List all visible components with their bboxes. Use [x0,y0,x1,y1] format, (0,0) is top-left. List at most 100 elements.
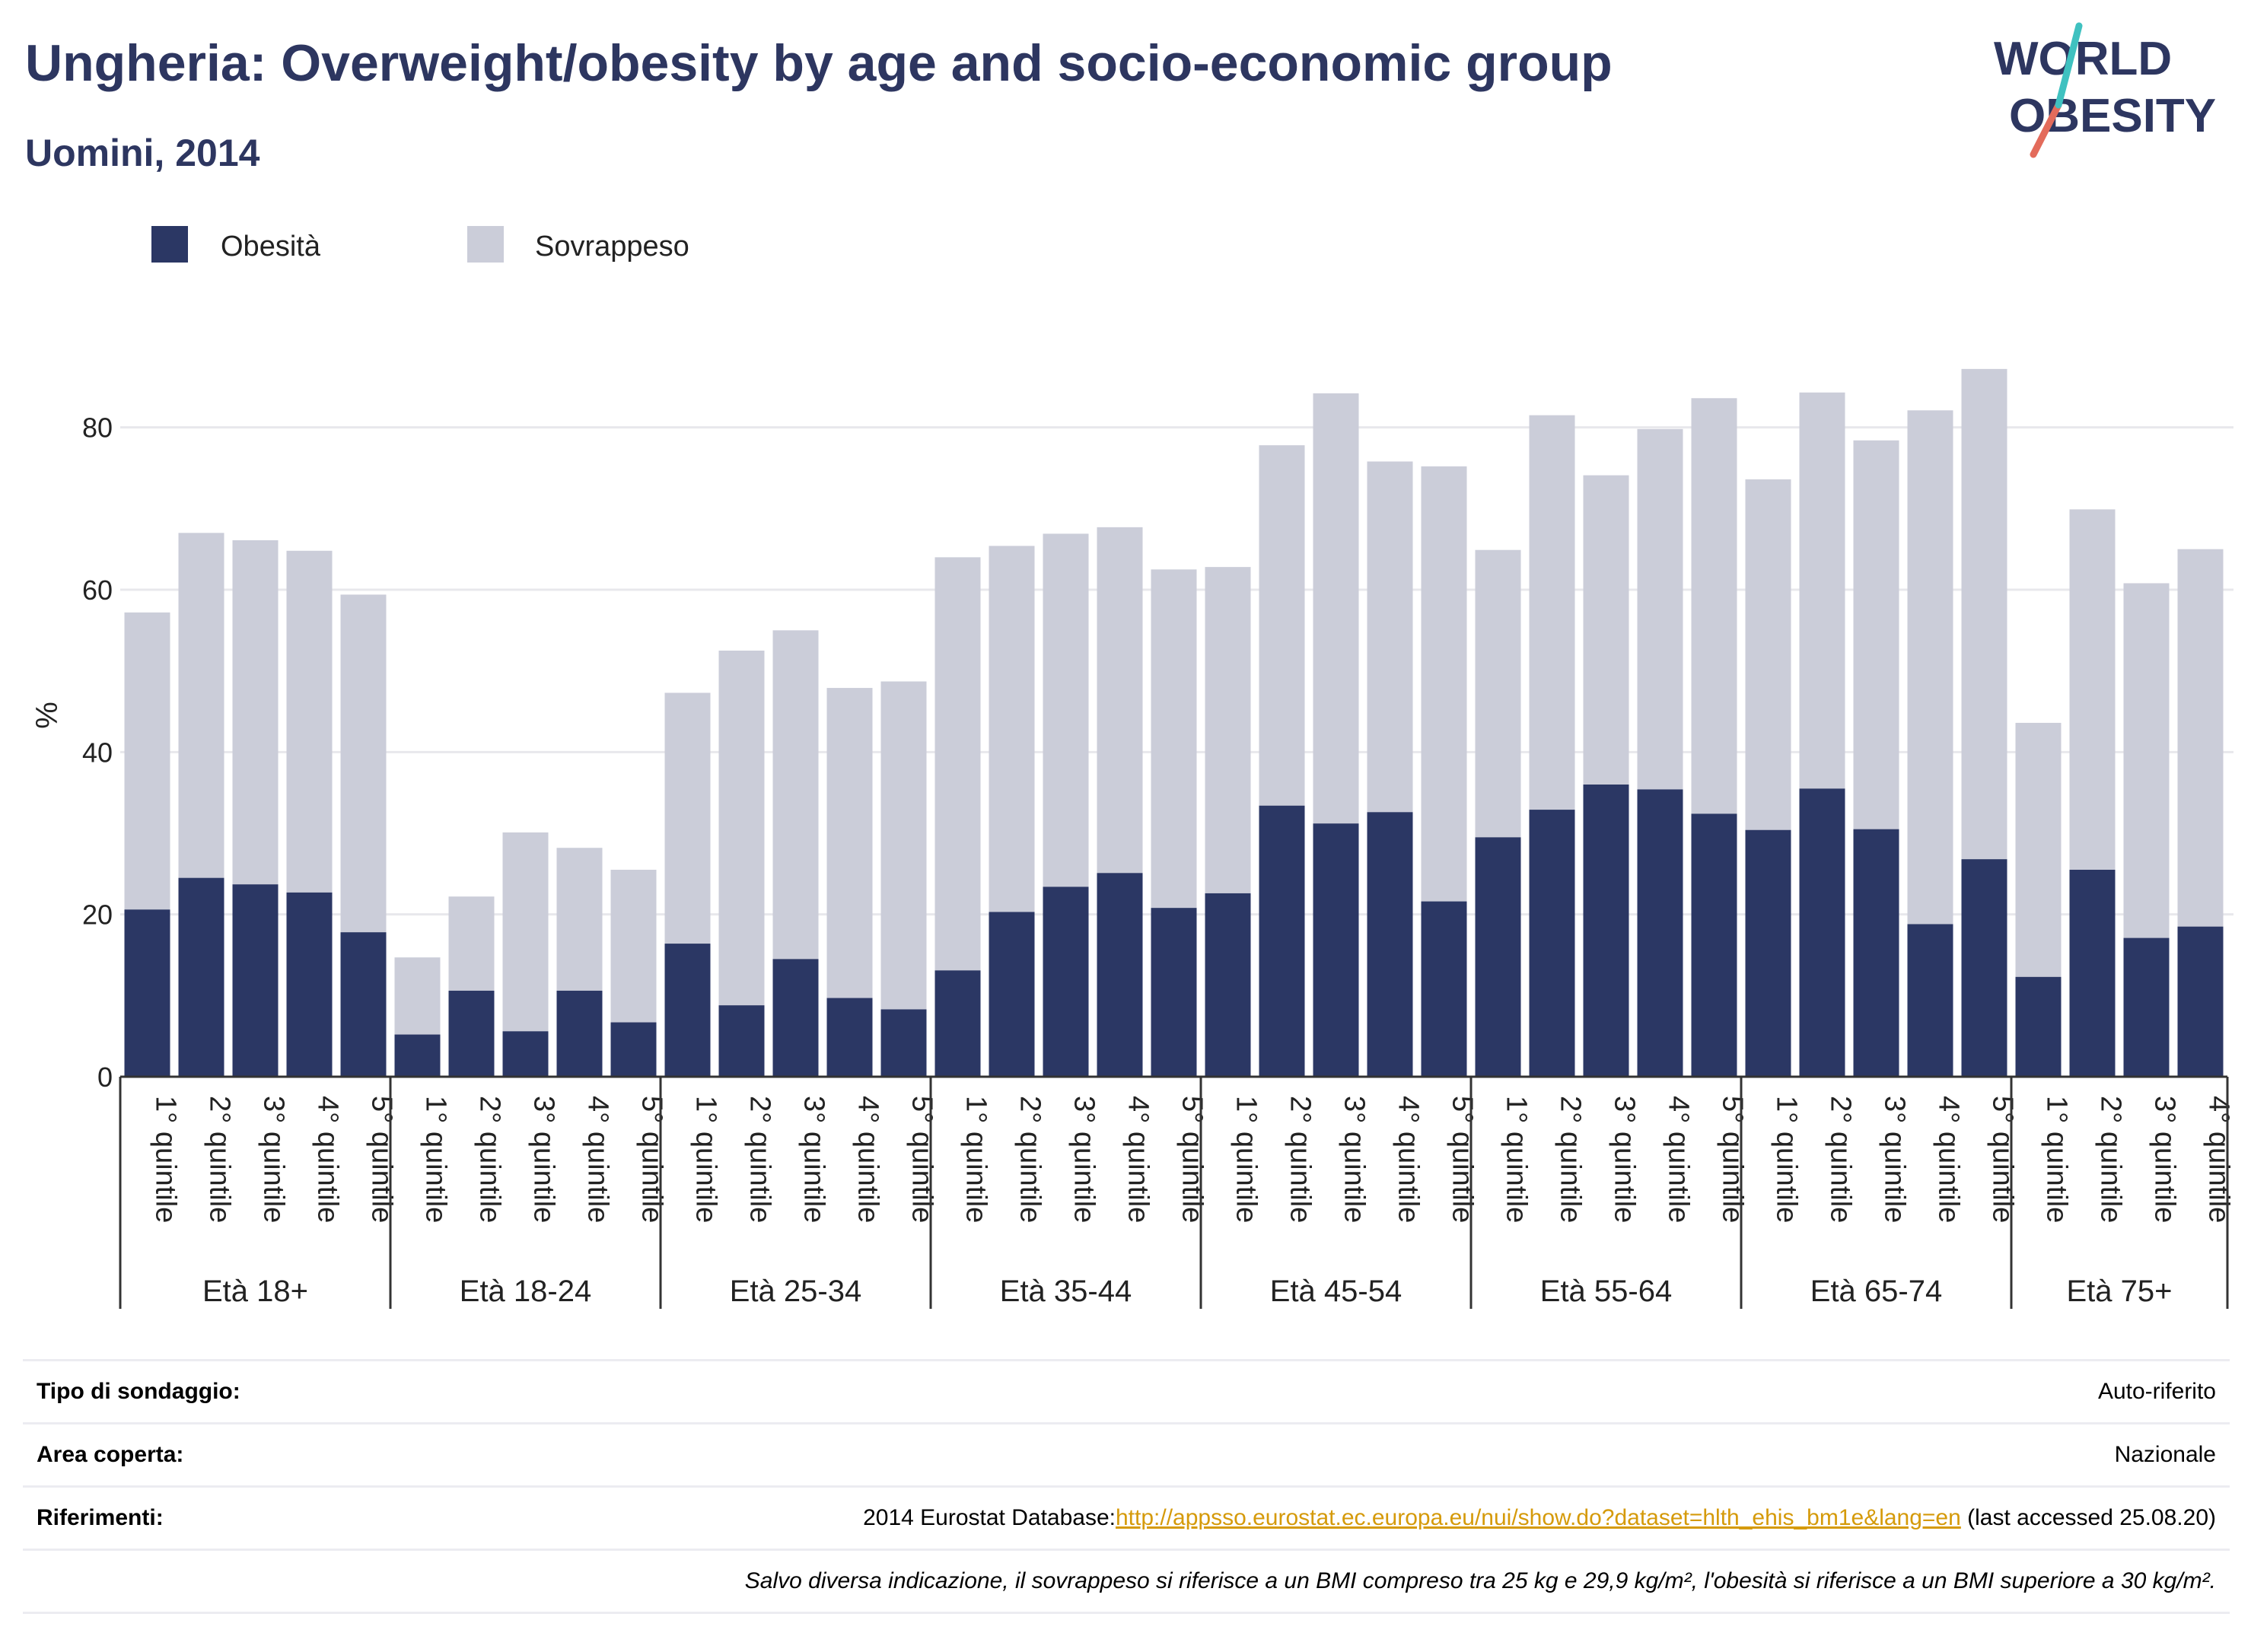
x-group-label: Età 45-54 [1270,1275,1402,1308]
bar-obesity [502,1031,549,1077]
x-tick-label: 3° quintile [258,1096,290,1223]
x-tick-label: 1° quintile [690,1096,722,1223]
bar-obesity [1421,901,1467,1077]
bar-obesity [1475,837,1521,1077]
x-tick-label: 5° quintile [1447,1096,1479,1223]
x-tick-label: 3° quintile [528,1096,560,1223]
x-tick-label: 3° quintile [1879,1096,1911,1223]
x-axis: 1° quintile 2° quintile 3° quintile 4° quin… [119,1075,2235,1309]
bar-overweight [989,546,1035,912]
x-tick-label: 2° quintile [744,1096,776,1223]
bar-overweight [232,540,279,885]
bar-overweight [1799,392,1845,789]
logo-line-1: WORLD [1994,33,2172,85]
x-tick-label: 1° quintile [1501,1096,1533,1223]
bar-overweight [1583,475,1629,785]
bar-overweight [502,832,549,1032]
metadata-table: Tipo di sondaggio: Auto-riferito Area co… [23,1359,2230,1614]
x-tick-label: 2° quintile [2095,1096,2127,1223]
bar-obesity [934,970,981,1077]
y-axis-label: % [30,702,64,729]
bar-overweight [1637,428,1683,790]
bar-overweight [2015,722,2062,977]
bar-obesity [664,944,711,1077]
bar-obesity [880,1009,927,1077]
x-tick-label: 5° quintile [1176,1096,1208,1223]
x-tick-label: 3° quintile [1068,1096,1100,1223]
x-tick-label: 1° quintile [960,1096,992,1223]
bar-overweight [1043,533,1089,887]
x-tick-label: 5° quintile [906,1096,938,1223]
logo-slash-teal [2055,22,2083,109]
bar-overweight [124,612,170,910]
bar-overweight [448,896,495,991]
bar-obesity [1799,788,1845,1077]
x-tick-label: 2° quintile [1555,1096,1587,1223]
legend-label-obesity: Obesità [221,231,321,263]
bar-overweight [880,681,927,1010]
references-value: 2014 Eurostat Database:http://appsso.eur… [863,1505,2230,1531]
bar-obesity [1529,810,1575,1077]
x-tick-label: 3° quintile [2149,1096,2181,1223]
bar-obesity [340,932,387,1077]
references-prefix: 2014 Eurostat Database: [863,1505,1116,1530]
bar-overweight [1367,461,1413,813]
bar-obesity [1853,829,1899,1077]
world-obesity-logo: WORLD OBESITY [1994,22,2216,158]
x-group-label: Età 55-64 [1540,1275,1672,1308]
bar-obesity [1583,785,1629,1077]
x-tick-label: 1° quintile [2041,1096,2073,1223]
x-group-label: Età 65-74 [1810,1275,1942,1308]
references-label: Riferimenti: [37,1505,164,1530]
legend: Obesità Sovrappeso [151,226,689,263]
bar-obesity [2123,937,2170,1077]
bar-overweight [2123,583,2170,938]
x-group-label: Età 18-24 [460,1275,591,1308]
bar-overweight [934,557,981,971]
bar-overweight [178,533,224,878]
bar-overweight [2177,549,2224,927]
bar-overweight [394,957,441,1035]
bar-obesity [772,959,819,1077]
x-tick-label: 3° quintile [1609,1096,1641,1223]
area-label: Area coperta: [37,1442,184,1467]
x-tick-label: 5° quintile [1987,1096,2019,1223]
bar-overweight [1853,440,1899,829]
references-link[interactable]: http://appsso.eurostat.ec.europa.eu/nui/… [1115,1505,1961,1530]
x-tick-label: 2° quintile [1014,1096,1046,1223]
meta-row-area: Area coperta: Nazionale [23,1422,2230,1485]
bars [124,368,2224,1077]
meta-row-survey: Tipo di sondaggio: Auto-riferito [23,1359,2230,1422]
chart-title: Ungheria: Overweight/obesity by age and … [25,34,1613,92]
x-tick-label: 4° quintile [1393,1096,1425,1223]
survey-type-label: Tipo di sondaggio: [37,1379,240,1404]
bar-obesity [1367,812,1413,1077]
bar-obesity [1691,813,1737,1077]
x-tick-label: 4° quintile [312,1096,344,1223]
bar-obesity [448,990,495,1077]
x-tick-label: 2° quintile [204,1096,236,1223]
bar-overweight [664,692,711,944]
bar-overweight [286,550,333,893]
x-tick-label: 1° quintile [150,1096,182,1223]
survey-type-value: Auto-riferito [2097,1379,2216,1404]
bar-obesity [1151,908,1197,1077]
bar-overweight [1259,445,1305,806]
logo-slash-coral [2030,101,2062,158]
x-tick-label: 5° quintile [636,1096,668,1223]
bar-overweight [610,870,657,1023]
x-tick-label: 4° quintile [2203,1096,2235,1223]
bar-overweight [556,848,603,991]
bar-obesity [826,998,873,1077]
bar-overweight [340,594,387,933]
x-tick-label: 5° quintile [366,1096,398,1223]
x-tick-label: 2° quintile [1825,1096,1857,1223]
x-tick-label: 1° quintile [1771,1096,1803,1223]
bar-overweight [1961,368,2007,860]
bar-overweight [1745,479,1791,830]
bar-overweight [1475,549,1521,838]
bar-obesity [1259,805,1305,1077]
x-tick-label: 5° quintile [1717,1096,1749,1223]
bmi-note: Salvo diversa indicazione, il sovrappeso… [744,1568,2216,1593]
bar-overweight [1421,466,1467,902]
